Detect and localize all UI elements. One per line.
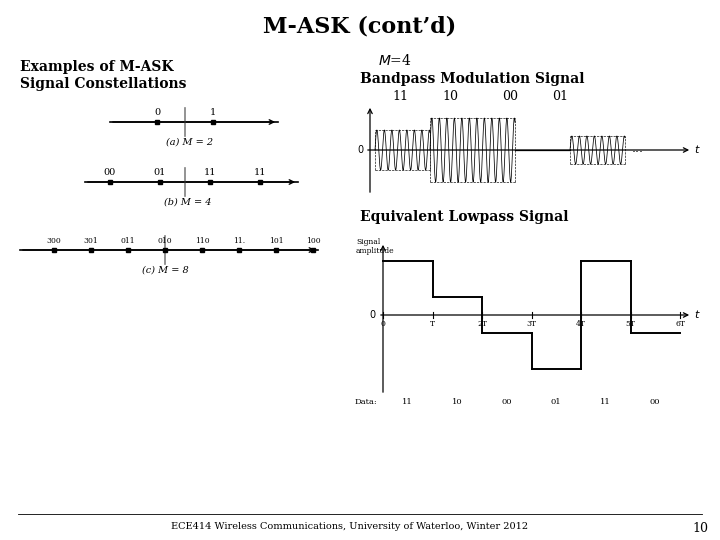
Text: Signal
amplitude: Signal amplitude [356, 238, 395, 255]
Text: Data:: Data: [354, 398, 377, 406]
Text: 301: 301 [84, 237, 99, 245]
Text: M-ASK (cont’d): M-ASK (cont’d) [264, 15, 456, 37]
Text: 0: 0 [381, 320, 385, 328]
Text: 11: 11 [392, 90, 408, 103]
Text: $t$: $t$ [694, 143, 701, 155]
Text: 100: 100 [306, 237, 320, 245]
Text: 010: 010 [158, 237, 172, 245]
Text: 00: 00 [502, 90, 518, 103]
Text: 0: 0 [370, 310, 376, 320]
Text: 11: 11 [600, 398, 611, 406]
Text: 0: 0 [357, 145, 363, 155]
Text: 00: 00 [104, 168, 116, 177]
Text: $\mathit{M}$=4: $\mathit{M}$=4 [378, 53, 412, 68]
Text: 11.: 11. [233, 237, 245, 245]
Text: 5T: 5T [626, 320, 636, 328]
Text: 101: 101 [269, 237, 283, 245]
Text: Equivalent Lowpass Signal: Equivalent Lowpass Signal [360, 210, 569, 224]
Text: (c) M = 8: (c) M = 8 [142, 266, 189, 275]
Text: 00: 00 [502, 398, 512, 406]
Text: 3T: 3T [526, 320, 536, 328]
Text: ...: ... [632, 141, 644, 154]
Text: 4T: 4T [576, 320, 586, 328]
Text: Signal Constellations: Signal Constellations [20, 77, 186, 91]
Text: 10: 10 [692, 522, 708, 535]
Text: 01: 01 [154, 168, 166, 177]
Text: 11: 11 [204, 168, 216, 177]
Text: (b) M = 4: (b) M = 4 [163, 198, 211, 207]
Text: ECE414 Wireless Communications, University of Waterloo, Winter 2012: ECE414 Wireless Communications, Universi… [171, 522, 528, 531]
Text: 01: 01 [552, 90, 568, 103]
Text: 0: 0 [154, 108, 160, 117]
Text: 01: 01 [551, 398, 562, 406]
Text: 6T: 6T [675, 320, 685, 328]
Text: 2T: 2T [477, 320, 487, 328]
Text: 011: 011 [121, 237, 135, 245]
Text: 300: 300 [47, 237, 61, 245]
Text: 11: 11 [253, 168, 266, 177]
Text: 00: 00 [650, 398, 660, 406]
Text: Examples of M-ASK: Examples of M-ASK [20, 60, 174, 74]
Text: 10: 10 [442, 90, 458, 103]
Text: 11: 11 [402, 398, 413, 406]
Text: T: T [430, 320, 435, 328]
Text: 110: 110 [194, 237, 210, 245]
Text: Bandpass Modulation Signal: Bandpass Modulation Signal [360, 72, 585, 86]
Text: (a) M = 2: (a) M = 2 [166, 138, 214, 147]
Text: 10: 10 [452, 398, 462, 406]
Text: 1: 1 [210, 108, 216, 117]
Text: $t$: $t$ [694, 308, 701, 320]
